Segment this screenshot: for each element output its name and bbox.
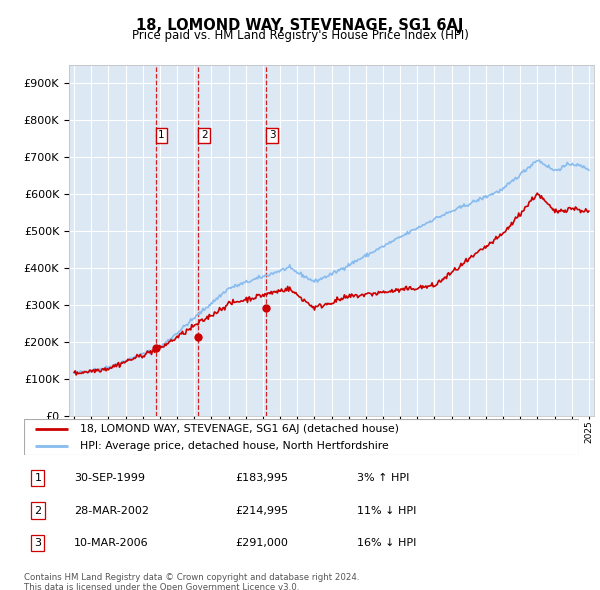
Text: 2: 2 xyxy=(34,506,41,516)
Text: 18, LOMOND WAY, STEVENAGE, SG1 6AJ: 18, LOMOND WAY, STEVENAGE, SG1 6AJ xyxy=(136,18,464,32)
Text: 10-MAR-2006: 10-MAR-2006 xyxy=(74,537,149,548)
Text: 16% ↓ HPI: 16% ↓ HPI xyxy=(357,537,416,548)
Text: 18, LOMOND WAY, STEVENAGE, SG1 6AJ (detached house): 18, LOMOND WAY, STEVENAGE, SG1 6AJ (deta… xyxy=(79,424,398,434)
Text: HPI: Average price, detached house, North Hertfordshire: HPI: Average price, detached house, Nort… xyxy=(79,441,388,451)
Text: 1: 1 xyxy=(34,473,41,483)
Text: 28-MAR-2002: 28-MAR-2002 xyxy=(74,506,149,516)
Point xyxy=(262,304,271,313)
Text: 3: 3 xyxy=(269,130,275,140)
Text: 3: 3 xyxy=(34,537,41,548)
Text: This data is licensed under the Open Government Licence v3.0.: This data is licensed under the Open Gov… xyxy=(24,583,299,590)
Point xyxy=(151,343,160,353)
Text: £291,000: £291,000 xyxy=(235,537,288,548)
Point xyxy=(193,332,203,341)
Text: 2: 2 xyxy=(201,130,208,140)
Text: £183,995: £183,995 xyxy=(235,473,288,483)
Text: 30-SEP-1999: 30-SEP-1999 xyxy=(74,473,145,483)
Text: 11% ↓ HPI: 11% ↓ HPI xyxy=(357,506,416,516)
Text: Contains HM Land Registry data © Crown copyright and database right 2024.: Contains HM Land Registry data © Crown c… xyxy=(24,573,359,582)
Text: Price paid vs. HM Land Registry's House Price Index (HPI): Price paid vs. HM Land Registry's House … xyxy=(131,30,469,42)
Text: 3% ↑ HPI: 3% ↑ HPI xyxy=(357,473,409,483)
Text: 1: 1 xyxy=(158,130,165,140)
FancyBboxPatch shape xyxy=(24,419,579,455)
Text: £214,995: £214,995 xyxy=(235,506,288,516)
